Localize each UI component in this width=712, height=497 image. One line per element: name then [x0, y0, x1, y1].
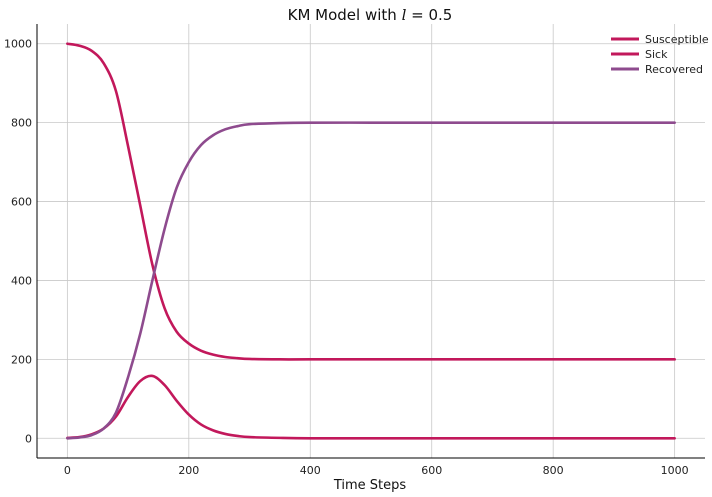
x-tick-label: 200 [178, 464, 199, 477]
chart-title-suffix: = 0.5 [406, 6, 452, 24]
y-tick-label: 1000 [4, 38, 32, 51]
chart-title: KM Model with l = 0.5 [288, 6, 453, 24]
y-tick-label: 800 [11, 117, 32, 130]
grid-layer [37, 24, 705, 458]
x-tick-label: 400 [300, 464, 321, 477]
legend-label-recovered: Recovered [645, 63, 703, 76]
series-line-susceptible [66, 42, 676, 361]
y-tick-label: 200 [11, 353, 32, 366]
legend-label-sick: Sick [645, 48, 668, 61]
series-line-sick [66, 374, 676, 440]
x-tick-label: 600 [421, 464, 442, 477]
x-tick-label: 1000 [661, 464, 689, 477]
tick-labels: 0 200 400 600 800 1000 0 200 400 600 800 1000 [4, 38, 689, 477]
legend: Susceptible Sick Recovered [611, 33, 709, 76]
y-tick-label: 0 [25, 432, 32, 445]
y-tick-label: 600 [11, 196, 32, 209]
legend-label-susceptible: Susceptible [645, 33, 709, 46]
axes [36, 24, 705, 459]
series-line-recovered [66, 121, 676, 440]
chart-title-var: l [402, 6, 407, 24]
chart-title-prefix: KM Model with [288, 6, 402, 24]
x-tick-label: 0 [64, 464, 71, 477]
y-tick-label: 400 [11, 274, 32, 287]
x-axis-label: Time Steps [333, 478, 407, 493]
x-tick-label: 800 [543, 464, 564, 477]
series-layer [66, 42, 676, 440]
